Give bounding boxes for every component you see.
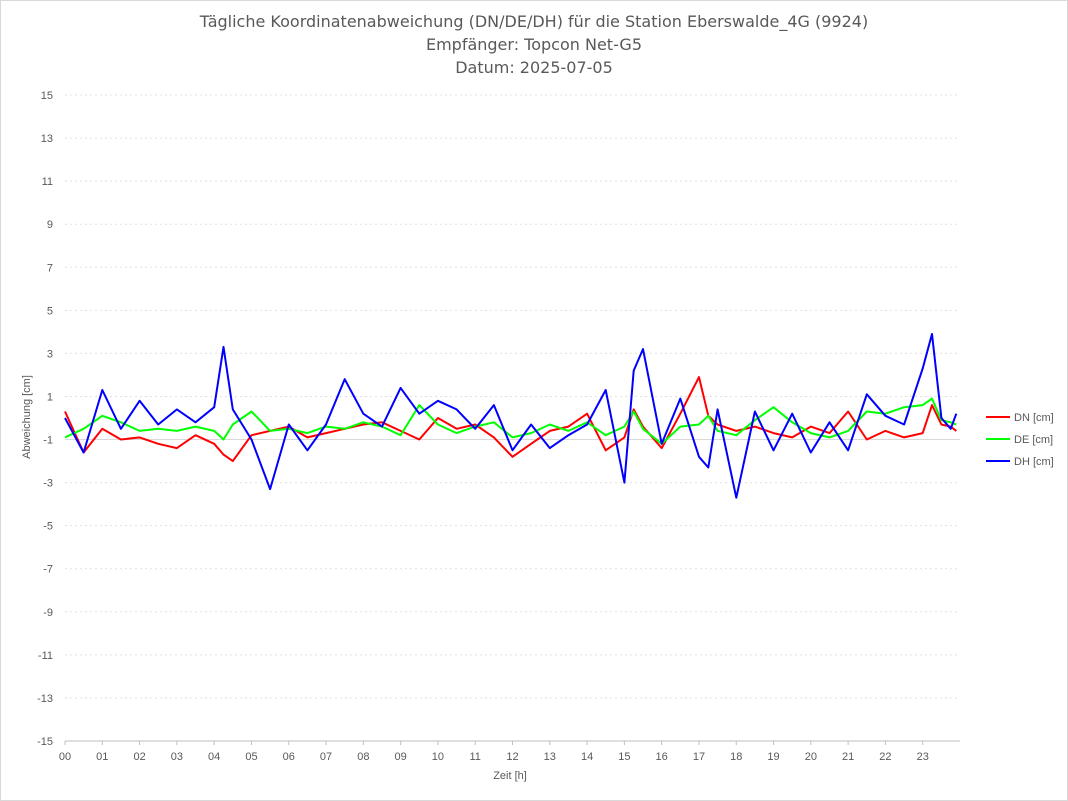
x-tick-label: 11: [469, 751, 480, 763]
x-tick-label: 22: [879, 751, 891, 763]
y-tick-label: -15: [37, 736, 53, 748]
y-tick-label: 15: [41, 90, 53, 102]
y-tick-label: 13: [41, 133, 53, 145]
chart-subtitle: Empfänger: Topcon Net-G5: [425, 35, 643, 54]
x-tick-label: 04: [208, 751, 220, 763]
y-tick-labels: 15 13 11 9 7 5 3 1 -1 -3 -5 -7 -9 -11 -13 -15: [37, 90, 53, 748]
x-tick-label: 13: [544, 751, 556, 763]
legend-label: DH [cm]: [1014, 456, 1054, 468]
chart-date: Datum: 2025-07-05: [455, 58, 613, 77]
gridlines: [65, 94, 960, 742]
y-tick-label: -3: [43, 478, 53, 490]
x-tick-label: 20: [805, 751, 817, 763]
y-tick-label: 11: [42, 176, 53, 188]
y-axis-label: Abweichung [cm]: [21, 375, 33, 459]
series-line-de: [64, 397, 957, 445]
y-tick-label: -13: [37, 693, 53, 705]
y-tick-label: 5: [47, 305, 53, 317]
chart-title: Tägliche Koordinatenabweichung (DN/DE/DH…: [199, 12, 869, 31]
x-tick-label: 21: [842, 751, 854, 763]
y-tick-label: -5: [43, 521, 53, 533]
x-tick-label: 10: [432, 751, 444, 763]
legend-label: DE [cm]: [1014, 434, 1053, 446]
x-tick-labels: 00 01 02 03 04 05 06 07 08 09 10 11 12 13 14 15 16 17 18 19…: [59, 741, 929, 763]
x-tick-label: 12: [506, 751, 518, 763]
series-line-dh: [64, 333, 958, 499]
x-tick-label: 09: [395, 751, 407, 763]
x-tick-label: 05: [245, 751, 257, 763]
x-tick-label: 23: [917, 751, 929, 763]
x-tick-label: 15: [618, 751, 630, 763]
y-tick-label: -11: [38, 650, 53, 662]
x-tick-label: 08: [357, 751, 369, 763]
x-tick-label: 18: [730, 751, 742, 763]
y-tick-label: 1: [47, 391, 53, 403]
x-axis-label: Zeit [h]: [493, 770, 527, 782]
series-lines: [64, 333, 958, 499]
legend-label: DN [cm]: [1014, 412, 1054, 424]
x-tick-label: 02: [133, 751, 145, 763]
y-tick-label: 7: [47, 262, 53, 274]
y-tick-label: -1: [43, 435, 53, 447]
x-tick-label: 16: [656, 751, 668, 763]
y-tick-label: -9: [43, 607, 53, 619]
y-tick-label: 3: [47, 348, 53, 360]
x-tick-label: 07: [320, 751, 332, 763]
x-tick-label: 06: [283, 751, 295, 763]
legend: DN [cm] DE [cm] DH [cm]: [986, 412, 1054, 468]
x-tick-label: 03: [171, 751, 183, 763]
y-tick-label: 9: [47, 219, 53, 231]
y-tick-label: -7: [43, 564, 53, 576]
x-tick-label: 17: [693, 751, 705, 763]
x-tick-label: 19: [767, 751, 779, 763]
x-tick-label: 14: [581, 751, 593, 763]
x-tick-label: 01: [96, 751, 108, 763]
x-tick-label: 00: [59, 751, 71, 763]
